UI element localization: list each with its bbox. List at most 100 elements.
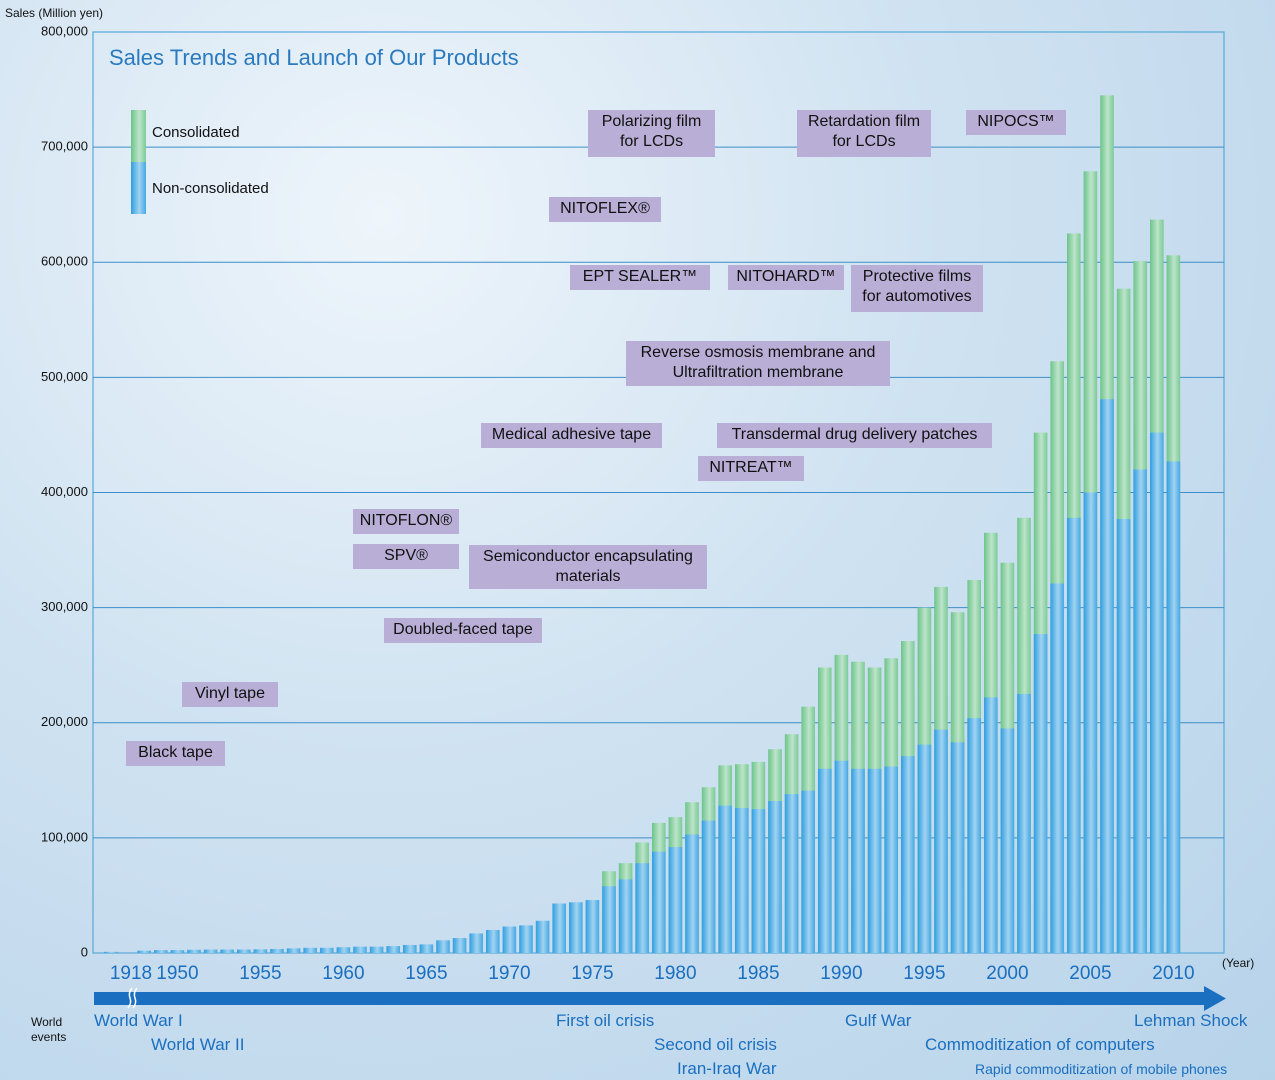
x-tick-label: 2005 <box>1069 963 1111 984</box>
product-label: Doubled-faced tape <box>384 618 542 643</box>
bar <box>154 950 168 953</box>
product-label: Semiconductor encapsulating materials <box>469 545 707 589</box>
product-label: Protective films for automotives <box>851 265 983 312</box>
product-label: Medical adhesive tape <box>481 423 662 448</box>
bar <box>104 952 118 953</box>
legend-swatch <box>131 162 146 214</box>
bar <box>220 950 234 953</box>
bar <box>851 769 865 953</box>
timeline-arrow <box>94 992 1206 1005</box>
y-tick-label: 0 <box>81 944 88 959</box>
product-label: SPV® <box>353 544 459 569</box>
bar <box>1133 469 1147 953</box>
world-events-label: World events <box>31 1015 66 1045</box>
bar <box>818 769 832 953</box>
x-tick-label: 1965 <box>405 963 447 984</box>
bar <box>420 944 434 953</box>
bar <box>370 947 384 953</box>
product-label: Vinyl tape <box>182 682 278 707</box>
y-tick-label: 800,000 <box>41 23 88 38</box>
x-tick-label: 1995 <box>903 963 945 984</box>
world-event: Lehman Shock <box>1134 1011 1247 1031</box>
y-tick-label: 500,000 <box>41 369 88 384</box>
bar <box>801 791 815 953</box>
product-label: NITOHARD™ <box>728 265 844 290</box>
bar <box>569 902 583 953</box>
bar <box>287 948 301 953</box>
product-label: Black tape <box>126 741 225 766</box>
bar <box>469 933 483 953</box>
x-tick-label: 2010 <box>1152 963 1194 984</box>
x-tick-label: 1985 <box>737 963 779 984</box>
bar <box>619 879 633 953</box>
bar <box>884 766 898 953</box>
bar <box>669 847 683 953</box>
chart: Sales Trends and Launch of Our Products … <box>0 0 1275 1080</box>
bar <box>967 718 981 953</box>
page: Sales Trends and Launch of Our Products … <box>0 0 1275 1080</box>
bar <box>254 949 268 953</box>
chart-title: Sales Trends and Launch of Our Products <box>109 45 519 70</box>
world-event: Second oil crisis <box>654 1035 777 1055</box>
bar <box>137 951 151 953</box>
bar <box>337 947 351 953</box>
product-label: Transdermal drug delivery patches <box>717 423 992 448</box>
bar <box>984 697 998 953</box>
bar <box>951 742 965 953</box>
y-tick-label: 200,000 <box>41 714 88 729</box>
bar <box>552 903 566 953</box>
bar <box>536 921 550 953</box>
bar <box>353 947 367 953</box>
bar <box>403 945 417 953</box>
product-label: NIPOCS™ <box>966 110 1066 135</box>
bar <box>1067 518 1081 953</box>
world-event: World War II <box>151 1035 245 1055</box>
x-tick-label: 1950 <box>156 963 198 984</box>
bar <box>835 761 849 953</box>
y-tick-label: 100,000 <box>41 829 88 844</box>
legend-label: Non-consolidated <box>152 180 269 197</box>
bar <box>386 946 400 953</box>
y-tick-label: 600,000 <box>41 254 88 269</box>
x-tick-label: 1970 <box>488 963 530 984</box>
bar <box>486 930 500 953</box>
bar <box>171 950 185 953</box>
y-tick-label: 300,000 <box>41 599 88 614</box>
x-tick-label: 1980 <box>654 963 696 984</box>
y-axis-title: Sales (Million yen) <box>5 6 103 20</box>
bar <box>652 852 666 953</box>
bar <box>752 809 766 953</box>
product-label: Polarizing film for LCDs <box>588 110 715 157</box>
bar <box>934 730 948 953</box>
x-tick-label: 2000 <box>986 963 1028 984</box>
bar <box>1167 461 1181 953</box>
world-event: First oil crisis <box>556 1011 654 1031</box>
bar <box>602 886 616 953</box>
x-tick-label: 1975 <box>571 963 613 984</box>
bar <box>1001 729 1015 953</box>
world-event: World War I <box>94 1011 183 1031</box>
y-tick-label: 400,000 <box>41 484 88 499</box>
bar <box>204 950 218 953</box>
product-label: NITOFLEX® <box>549 197 661 222</box>
bar <box>1034 634 1048 953</box>
product-label: NITREAT™ <box>698 456 804 481</box>
bar <box>1017 694 1031 953</box>
x-axis-unit: (Year) <box>1222 956 1254 970</box>
bar <box>1150 433 1164 953</box>
bar <box>519 925 533 953</box>
y-tick-label: 700,000 <box>41 139 88 154</box>
product-label: Reverse osmosis membrane and Ultrafiltra… <box>626 341 890 386</box>
timeline-arrowhead <box>1204 986 1226 1011</box>
bar <box>685 834 699 953</box>
bar <box>868 769 882 953</box>
bar <box>635 863 649 953</box>
product-label: NITOFLON® <box>353 509 459 534</box>
world-event: Iran-Iraq War <box>677 1059 777 1079</box>
x-tick-label: 1960 <box>322 963 364 984</box>
product-label: EPT SEALER™ <box>570 265 710 290</box>
bar <box>320 948 334 953</box>
legend-swatch <box>131 110 146 162</box>
bar <box>187 950 201 953</box>
bar <box>436 940 450 953</box>
